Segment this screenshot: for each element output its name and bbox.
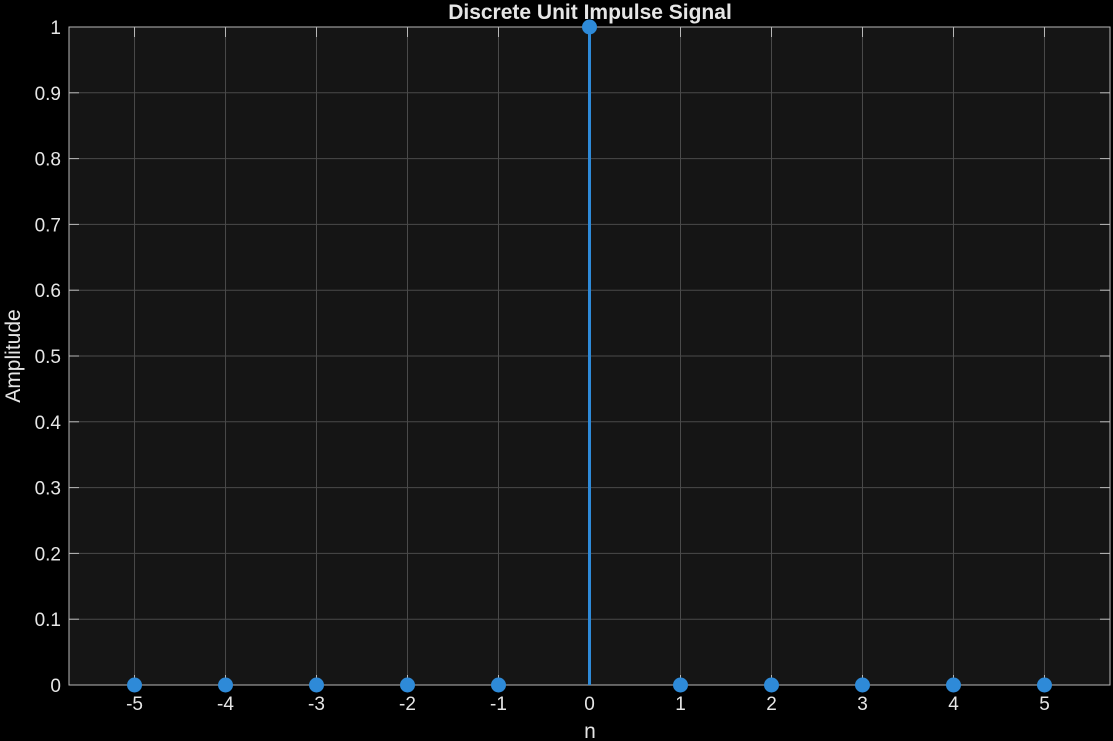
x-tick-label: -5 bbox=[126, 694, 143, 715]
x-tick-label: -2 bbox=[399, 694, 416, 715]
y-tick-label: 0.9 bbox=[35, 84, 61, 105]
y-tick-label: 0 bbox=[50, 676, 61, 697]
y-tick-labels: 0 0.1 0.2 0.3 0.4 0.5 0.6 0.7 0.8 0.9 1 bbox=[35, 18, 62, 697]
x-tick-label: 5 bbox=[1039, 694, 1050, 715]
stem-marker bbox=[582, 19, 597, 35]
stem-marker bbox=[854, 677, 870, 693]
x-tick-label: 1 bbox=[675, 694, 686, 715]
x-tick-label: 4 bbox=[948, 694, 959, 715]
y-tick-label: 1 bbox=[50, 18, 61, 39]
stem-marker bbox=[763, 677, 779, 693]
y-tick-label: 0.4 bbox=[35, 413, 62, 434]
x-tick-label: 0 bbox=[584, 694, 595, 715]
y-tick-label: 0.3 bbox=[35, 479, 61, 500]
stem-marker bbox=[945, 677, 961, 693]
x-tick-labels: -5 -4 -3 -2 -1 0 1 2 3 4 5 bbox=[126, 694, 1050, 715]
y-tick-label: 0.7 bbox=[35, 215, 61, 236]
stem-marker bbox=[1036, 677, 1052, 693]
x-axis-label: n bbox=[584, 720, 596, 741]
y-tick-label: 0.8 bbox=[35, 150, 61, 171]
markers bbox=[127, 19, 1052, 693]
stem-marker bbox=[218, 677, 234, 693]
y-tick-label: 0.5 bbox=[35, 347, 61, 368]
x-tick-label: 3 bbox=[857, 694, 868, 715]
ticks bbox=[69, 26, 1110, 686]
stem-marker bbox=[400, 677, 416, 693]
stem-marker bbox=[127, 677, 143, 693]
x-tick-label: -3 bbox=[308, 694, 325, 715]
chart-title: Discrete Unit Impulse Signal bbox=[448, 1, 732, 24]
x-tick-label: 2 bbox=[766, 694, 777, 715]
y-tick-label: 0.6 bbox=[35, 281, 61, 302]
y-tick-label: 0.1 bbox=[35, 610, 61, 631]
stem-marker bbox=[672, 677, 688, 693]
y-tick-label: 0.2 bbox=[35, 544, 61, 565]
stem-marker bbox=[309, 677, 325, 693]
stem-marker bbox=[491, 677, 507, 693]
x-tick-label: -4 bbox=[217, 694, 234, 715]
x-tick-label: -1 bbox=[490, 694, 507, 715]
y-axis-label: Amplitude bbox=[2, 309, 25, 402]
